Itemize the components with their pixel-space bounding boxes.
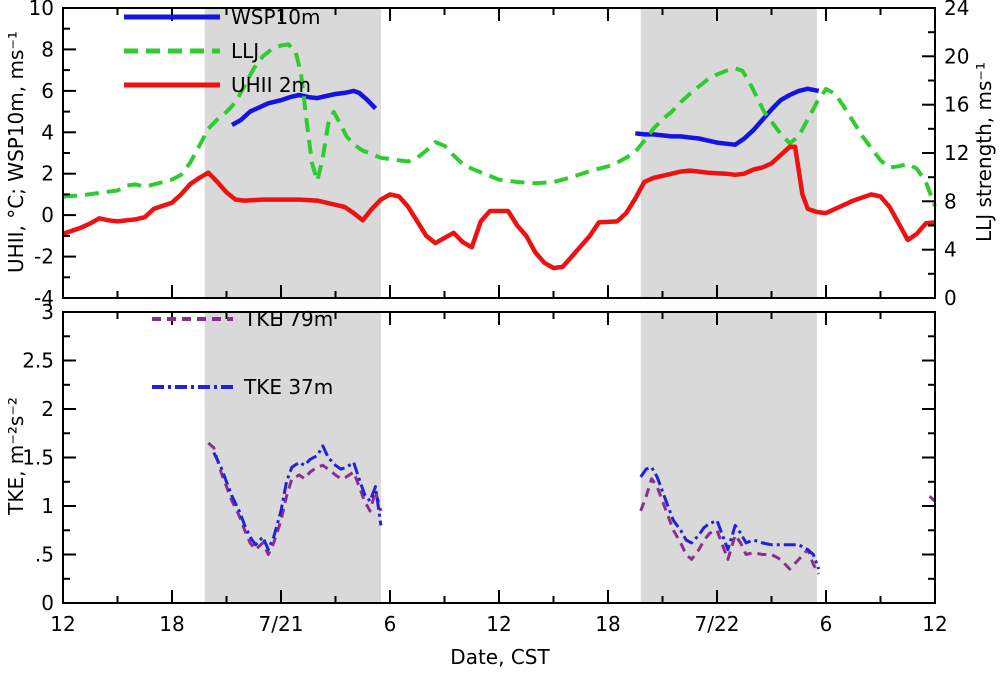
night-shading-panel-0 — [204, 8, 817, 298]
x-tick-label: 6 — [820, 612, 833, 636]
y-tick-label: 0 — [41, 591, 54, 615]
x-tick-label: 12 — [486, 612, 511, 636]
panel-1-axes: 0 .5 1 1.5 2 2.5 3 12 18 7/21 6 12 18 7/22 6 12 — [22, 300, 948, 636]
y-tick-label: 8 — [41, 37, 54, 61]
series-tke-37m — [212, 444, 821, 570]
y-tick-label: 0 — [944, 286, 957, 310]
night-shading-panel-1 — [204, 312, 817, 603]
series-llj — [62, 42, 937, 207]
tke-37m-line-sample-icon — [152, 385, 233, 389]
x-tick-label: 18 — [159, 612, 184, 636]
legend-label-llj: LLJ — [231, 39, 260, 63]
wsp10m-line-sample-icon — [124, 14, 220, 20]
y-tick-label: 8 — [944, 189, 957, 213]
legend-item-llj: LLJ — [122, 40, 320, 62]
x-tick-label: 12 — [922, 612, 947, 636]
y-tick-label: 16 — [944, 93, 969, 117]
legend-item-wsp10m: WSP10m — [122, 6, 320, 28]
legend-item-tke-37m: TKE 37m — [150, 376, 333, 398]
y-tick-label: 20 — [944, 44, 969, 68]
x-tick-label: 6 — [384, 612, 397, 636]
bottom-left-axis-label: TKE, m⁻²s⁻² — [4, 397, 28, 515]
series-wsp10m — [230, 86, 820, 147]
series-uhii-2m — [62, 144, 936, 271]
legend-top: WSP10m LLJ UHII 2m — [122, 6, 320, 108]
y-tick-label: 24 — [944, 0, 969, 20]
y-tick-label: 3 — [41, 300, 54, 324]
y-tick-label: 12 — [944, 141, 969, 165]
y-tick-label: 2 — [41, 162, 54, 186]
x-tick-label: 12 — [50, 612, 75, 636]
x-tick-label: 7/21 — [259, 612, 304, 636]
legend-label-tke-37m: TKE 37m — [244, 375, 334, 399]
y-tick-label: 2 — [41, 397, 54, 421]
legend-item-tke-79m: TKE 79m — [150, 308, 333, 330]
legend-label-tke-79m: TKE 79m — [244, 307, 334, 331]
llj-line-sample-icon — [124, 48, 220, 54]
y-tick-label: .5 — [35, 543, 54, 567]
right-axis-label: LLJ strength, ms⁻¹ — [972, 62, 996, 242]
x-tick-label: 7/22 — [695, 612, 740, 636]
legend-label-wsp10m: WSP10m — [231, 5, 321, 29]
tke-79m-line-sample-icon — [152, 317, 233, 321]
uhii-line-sample-icon — [124, 82, 220, 88]
y-tick-label: 1.5 — [22, 446, 54, 470]
y-tick-label: 0 — [41, 203, 54, 227]
legend-bottom: TKE 79m TKE 37m — [150, 308, 333, 444]
y-tick-label: 10 — [29, 0, 54, 20]
y-tick-label: -4 — [34, 286, 54, 310]
x-tick-label: 18 — [595, 612, 620, 636]
legend-item-uhii: UHII 2m — [122, 74, 320, 96]
y-tick-label: 4 — [944, 238, 957, 262]
y-tick-label: 4 — [41, 120, 54, 144]
y-tick-label: 1 — [41, 494, 54, 518]
y-tick-label: 6 — [41, 79, 54, 103]
y-tick-label: -2 — [34, 245, 54, 269]
y-tick-label: 2.5 — [22, 349, 54, 373]
x-axis-label: Date, CST — [450, 645, 550, 669]
legend-label-uhii: UHII 2m — [231, 73, 312, 97]
top-left-axis-label: UHII, °C; WSP10m, ms⁻¹ — [4, 31, 28, 273]
